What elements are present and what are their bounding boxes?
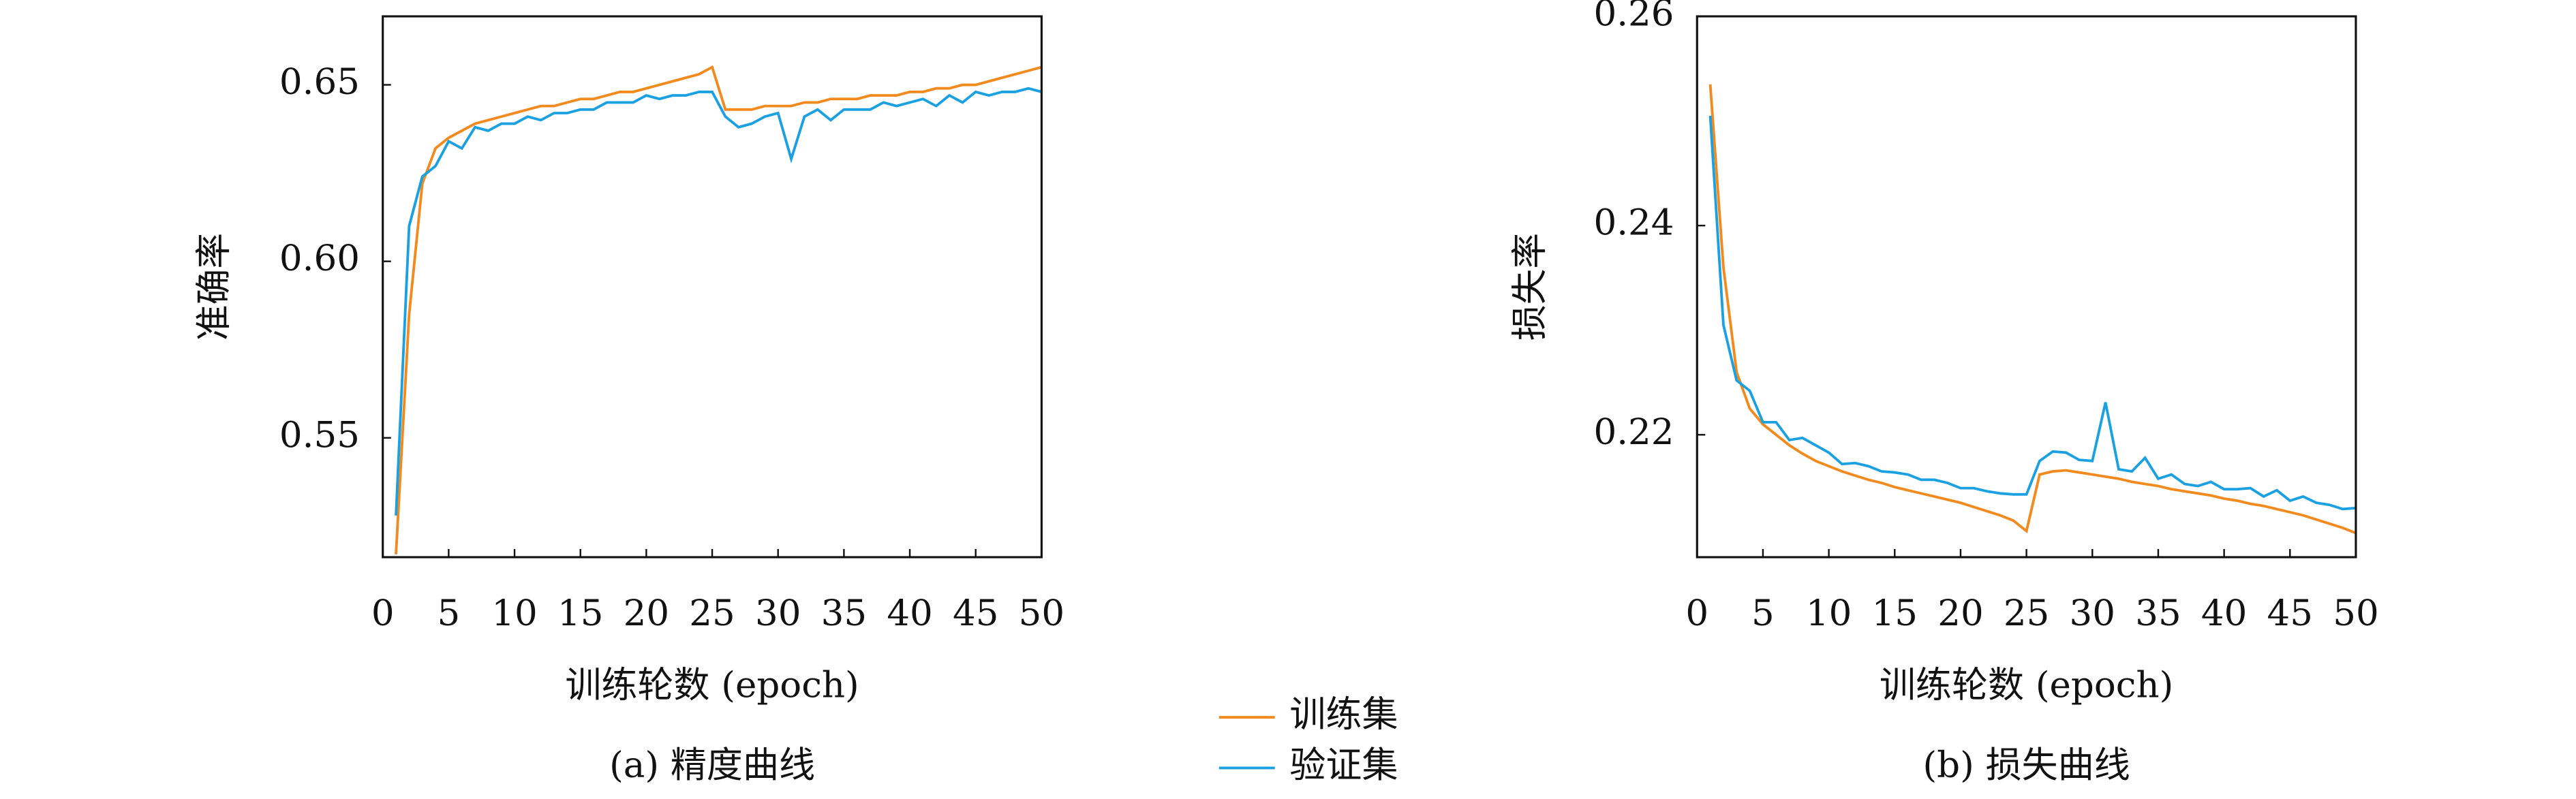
x-tick-label: 15	[557, 593, 603, 634]
x-tick-label: 10	[491, 593, 537, 634]
x-axis-label: 训练轮数 (epoch)	[565, 664, 859, 706]
x-tick-label: 25	[2004, 593, 2049, 634]
legend-label: 训练集	[1289, 694, 1398, 736]
caption: (b) 损失曲线	[1922, 745, 2130, 786]
x-tick-label: 50	[2333, 593, 2378, 634]
data-line	[1708, 84, 2357, 535]
y-tick-label: 0.26	[1593, 0, 1674, 34]
x-tick-label: 0	[371, 593, 395, 634]
plot-frame	[382, 15, 1043, 559]
x-tick-label: 45	[953, 593, 998, 634]
x-tick-label: 5	[1751, 593, 1775, 634]
x-tick-label: 20	[1937, 593, 1983, 634]
x-tick-label: 0	[1685, 593, 1708, 634]
y-tick-label: 0.60	[279, 238, 360, 279]
x-tick-label: 30	[2070, 593, 2115, 634]
y-axis-label: 损失率	[1509, 233, 1551, 341]
x-tick-label: 35	[2135, 593, 2181, 634]
caption: (a) 精度曲线	[609, 745, 815, 786]
x-axis-label: 训练轮数 (epoch)	[1880, 664, 2173, 706]
legend-label: 验证集	[1289, 745, 1398, 786]
x-tick-label: 20	[624, 593, 669, 634]
plot-frame	[1696, 15, 2357, 559]
data-line	[395, 87, 1042, 516]
x-tick-label: 50	[1019, 593, 1064, 634]
x-tick-label: 30	[755, 593, 801, 634]
y-tick-label: 0.22	[1593, 411, 1674, 453]
x-tick-label: 40	[887, 593, 932, 634]
x-tick-label: 5	[437, 593, 460, 634]
y-axis-label: 准确率	[194, 233, 235, 341]
x-tick-label: 15	[1872, 593, 1918, 634]
y-tick-label: 0.55	[279, 414, 360, 456]
x-tick-label: 10	[1806, 593, 1852, 634]
x-tick-label: 35	[821, 593, 867, 634]
y-tick-label: 0.24	[1593, 202, 1674, 244]
x-tick-label: 25	[689, 593, 735, 634]
x-tick-label: 40	[2201, 593, 2247, 634]
data-line	[395, 65, 1042, 554]
x-tick-label: 45	[2267, 593, 2313, 634]
data-line	[1708, 115, 2357, 511]
y-tick-label: 0.65	[279, 61, 360, 103]
